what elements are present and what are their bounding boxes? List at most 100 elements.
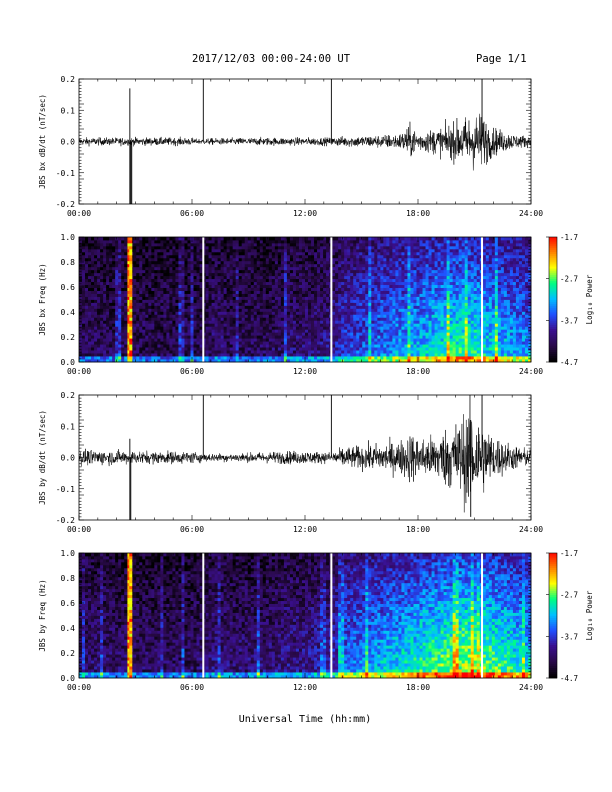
x-tick-label: 18:00 bbox=[406, 367, 430, 376]
bright-column-0 bbox=[127, 338, 131, 342]
bright-column-0 bbox=[127, 627, 131, 631]
bright-column-0 bbox=[127, 281, 131, 286]
spectrogram-cells bbox=[79, 553, 532, 679]
y-tick-label: 0.2 bbox=[61, 391, 76, 400]
bright-column-0 bbox=[127, 594, 131, 599]
bright-column-1 bbox=[129, 609, 133, 613]
colorbar-label: Log₁₀ Power bbox=[585, 274, 594, 324]
bright-column-1 bbox=[129, 299, 133, 303]
bright-column-1 bbox=[129, 654, 133, 658]
bright-column-0 bbox=[127, 266, 131, 271]
x-tick-label: 06:00 bbox=[180, 683, 204, 692]
bright-column-1 bbox=[129, 675, 133, 679]
bright-column-1 bbox=[129, 248, 133, 253]
y-axis-label: JBS bx Freq (Hz) bbox=[38, 263, 47, 335]
bright-column-1 bbox=[129, 290, 133, 294]
spectrogram-panel-3: 00:00 06:00 12:00 18:00 24:00 1.0 0.8 0.6 0.4 0.2… bbox=[38, 549, 543, 692]
bright-column-1 bbox=[129, 555, 133, 560]
plot-frame bbox=[78, 394, 532, 521]
bright-column-1 bbox=[129, 356, 133, 360]
bright-column-1 bbox=[129, 269, 133, 274]
colorbar-label: Log₁₀ Power bbox=[585, 590, 594, 640]
bright-column-1 bbox=[129, 317, 133, 321]
bright-column-0 bbox=[127, 570, 131, 575]
bright-column-0 bbox=[127, 561, 131, 566]
y-tick-label: 0.2 bbox=[61, 649, 76, 658]
bright-column-0 bbox=[127, 260, 131, 265]
dbdt-trace bbox=[78, 113, 532, 171]
bright-column-0 bbox=[127, 356, 131, 360]
x-tick-label: 06:00 bbox=[180, 209, 204, 218]
bright-column-0 bbox=[127, 609, 131, 613]
bright-column-0 bbox=[127, 293, 131, 297]
bright-column-1 bbox=[129, 621, 133, 625]
bright-column-0 bbox=[127, 329, 131, 333]
bright-column-0 bbox=[127, 296, 131, 300]
x-tick-label: 12:00 bbox=[293, 209, 317, 218]
bright-column-1 bbox=[129, 564, 133, 569]
bright-column-0 bbox=[127, 350, 131, 354]
y-axis-label: JBS by dB/dt (nT/sec) bbox=[38, 410, 47, 505]
x-tick-label: 18:00 bbox=[406, 683, 430, 692]
y-tick-label: 0.8 bbox=[61, 574, 76, 583]
bright-column-0 bbox=[127, 257, 131, 262]
y-tick-label: 0.0 bbox=[61, 454, 76, 463]
bright-column-0 bbox=[127, 645, 131, 649]
date-range-title: 2017/12/03 00:00-24:00 UT bbox=[192, 53, 351, 65]
bright-column-0 bbox=[127, 654, 131, 658]
spectrogram-panel-1: 00:00 06:00 12:00 18:00 24:00 1.0 0.8 0.6 0.4 0.2… bbox=[38, 233, 543, 376]
bright-column-0 bbox=[127, 576, 131, 581]
bright-column-1 bbox=[129, 630, 133, 634]
bright-column-0 bbox=[127, 642, 131, 646]
y-tick-label: -0.1 bbox=[56, 169, 75, 178]
bright-column-1 bbox=[129, 314, 133, 318]
bright-column-1 bbox=[129, 329, 133, 333]
bright-column-0 bbox=[127, 278, 131, 283]
y-tick-label: 0.4 bbox=[61, 308, 76, 317]
time-series-panel-0: 00:00 06:00 12:00 18:00 24:00 0.2 0.1 0.0 -0.1 -0… bbox=[38, 75, 543, 218]
bright-column-0 bbox=[127, 242, 131, 247]
y-tick-label: 0.1 bbox=[61, 422, 76, 431]
bright-column-0 bbox=[127, 606, 131, 610]
colorbar-frame bbox=[548, 236, 558, 363]
bright-column-1 bbox=[129, 660, 133, 664]
bright-column-1 bbox=[129, 335, 133, 339]
bright-column-1 bbox=[129, 350, 133, 354]
bright-column-0 bbox=[127, 314, 131, 318]
x-tick-label: 00:00 bbox=[67, 209, 91, 218]
bright-column-0 bbox=[127, 555, 131, 560]
y-tick-label: 0.0 bbox=[61, 138, 76, 147]
colorbar-tick-label: -3.7 bbox=[560, 316, 578, 325]
bright-column-1 bbox=[129, 666, 133, 670]
bright-column-0 bbox=[127, 323, 131, 327]
bright-column-1 bbox=[129, 245, 133, 250]
dbdt-trace bbox=[78, 394, 532, 513]
bright-column-1 bbox=[129, 618, 133, 622]
bright-column-0 bbox=[127, 648, 131, 652]
bright-column-0 bbox=[127, 335, 131, 339]
bright-column-0 bbox=[127, 251, 131, 256]
y-tick-label: 0.8 bbox=[61, 258, 76, 267]
bright-column-0 bbox=[127, 248, 131, 253]
bright-column-1 bbox=[129, 579, 133, 584]
bright-column-1 bbox=[129, 624, 133, 628]
x-tick-label: 06:00 bbox=[180, 367, 204, 376]
bright-column-1 bbox=[129, 639, 133, 643]
bright-column-0 bbox=[127, 284, 131, 288]
bright-column-1 bbox=[129, 242, 133, 247]
bright-column-1 bbox=[129, 251, 133, 256]
bright-column-0 bbox=[127, 669, 131, 673]
x-tick-label: 24:00 bbox=[519, 367, 543, 376]
bright-column-1 bbox=[129, 311, 133, 315]
bright-column-1 bbox=[129, 308, 133, 312]
y-axis-label: JBS bx dB/dt (nT/sec) bbox=[38, 94, 47, 189]
bright-column-0 bbox=[127, 287, 131, 291]
bright-column-0 bbox=[127, 558, 131, 563]
x-tick-label: 12:00 bbox=[293, 683, 317, 692]
bright-column-0 bbox=[127, 675, 131, 679]
bright-column-0 bbox=[127, 239, 131, 244]
bright-column-0 bbox=[127, 588, 131, 593]
bright-column-0 bbox=[127, 582, 131, 587]
bright-column-1 bbox=[129, 594, 133, 599]
